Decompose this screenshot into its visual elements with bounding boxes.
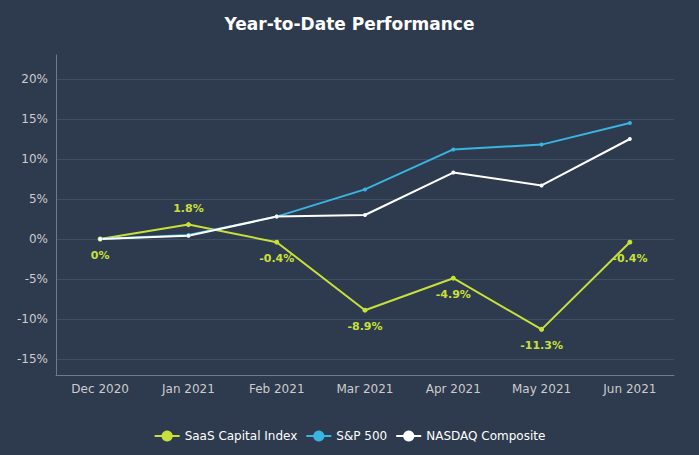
svg-text:May 2021: May 2021 [512,382,571,396]
svg-text:0%: 0% [29,232,48,246]
svg-text:-4.9%: -4.9% [436,288,471,301]
svg-text:10%: 10% [21,152,48,166]
svg-text:-11.3%: -11.3% [520,339,563,352]
svg-text:-0.4%: -0.4% [259,252,294,265]
svg-text:Mar 2021: Mar 2021 [337,382,394,396]
svg-text:Dec 2020: Dec 2020 [71,382,129,396]
svg-text:5%: 5% [29,192,48,206]
svg-text:Jan 2021: Jan 2021 [161,382,215,396]
svg-text:-10%: -10% [17,312,48,326]
svg-text:-15%: -15% [17,352,48,366]
svg-text:1.8%: 1.8% [173,202,204,215]
svg-text:15%: 15% [21,112,48,126]
svg-text:NASDAQ Composite: NASDAQ Composite [426,429,545,443]
svg-text:S&P 500: S&P 500 [336,429,387,443]
svg-text:-0.4%: -0.4% [612,252,647,265]
svg-text:Jun 2021: Jun 2021 [602,382,656,396]
svg-text:Apr 2021: Apr 2021 [426,382,481,396]
svg-text:-5%: -5% [25,272,48,286]
svg-text:Year-to-Date Performance: Year-to-Date Performance [224,14,475,34]
svg-text:Feb 2021: Feb 2021 [249,382,305,396]
svg-text:20%: 20% [21,72,48,86]
svg-text:SaaS Capital Index: SaaS Capital Index [185,429,298,443]
svg-text:-8.9%: -8.9% [347,320,382,333]
svg-text:0%: 0% [91,249,110,262]
